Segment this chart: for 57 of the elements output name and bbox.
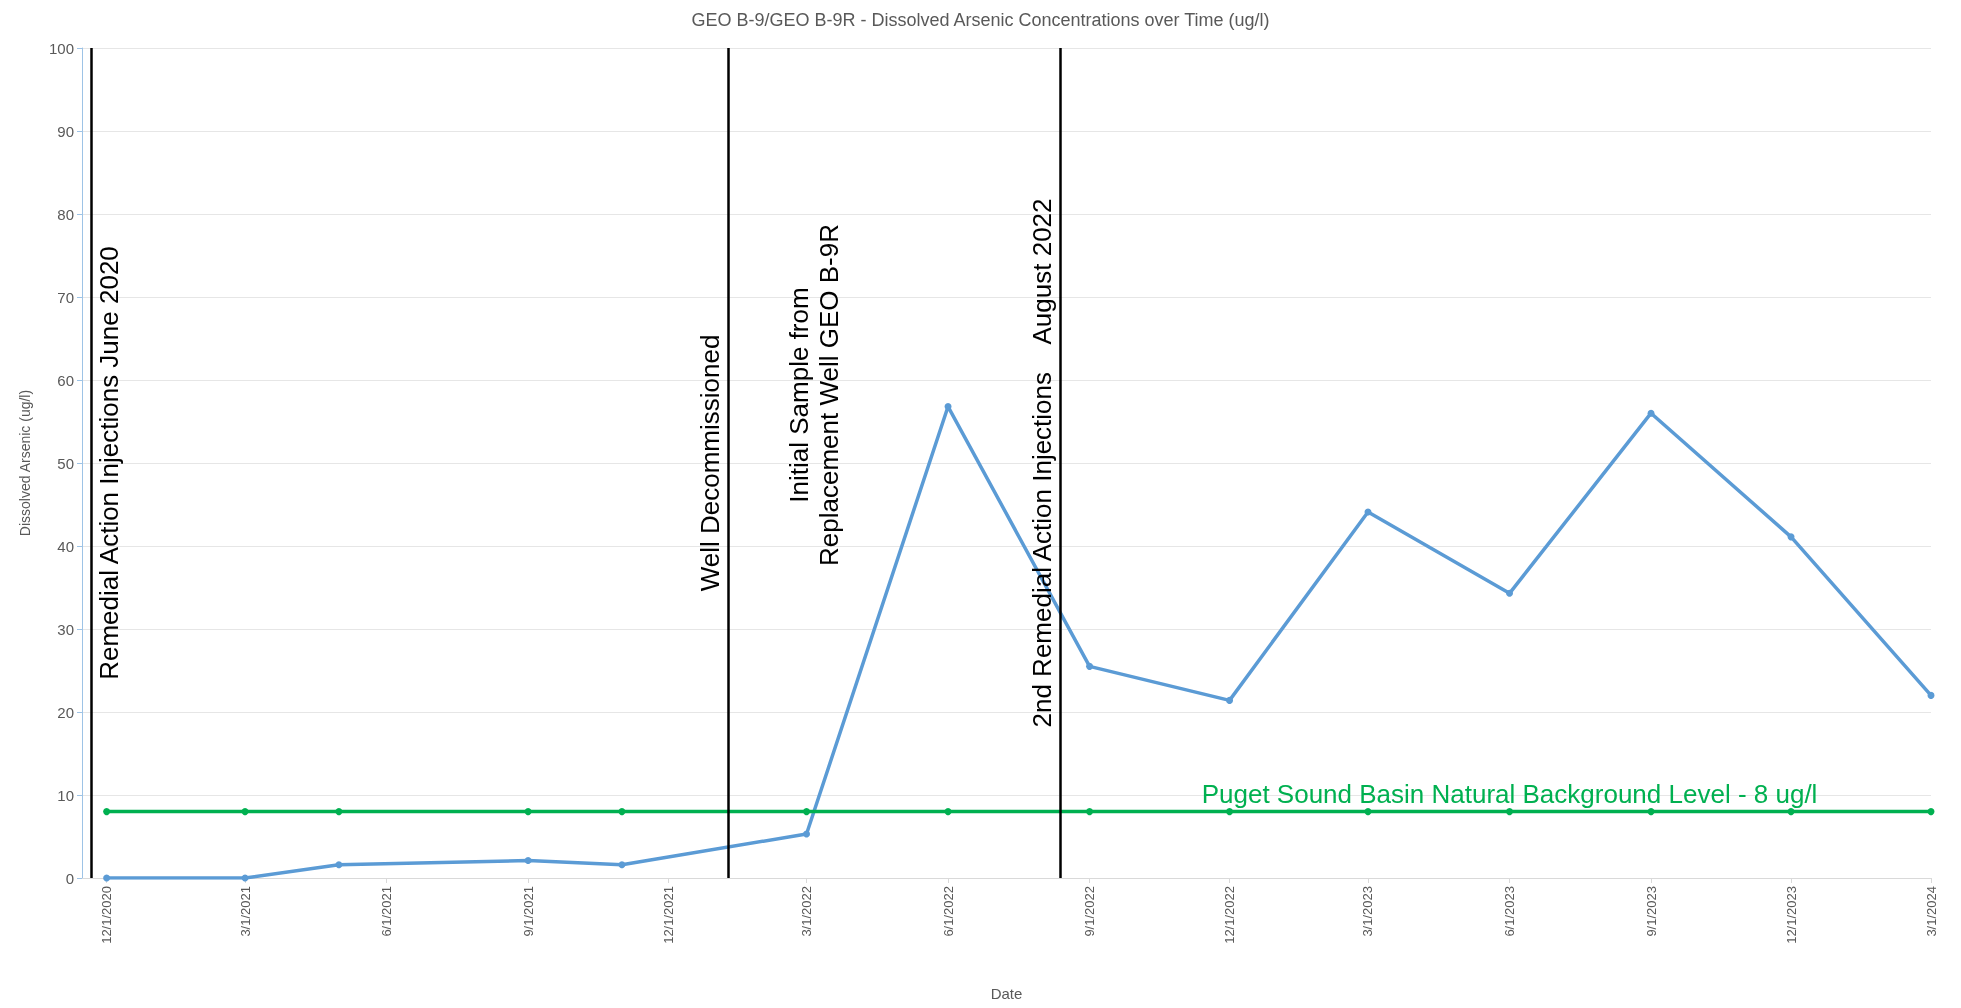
- point: [618, 861, 626, 869]
- point: [1927, 691, 1935, 699]
- x-tick-label: 12/1/2023: [1783, 886, 1799, 944]
- point: [1086, 662, 1094, 670]
- point: [1226, 808, 1234, 816]
- point: [335, 808, 343, 816]
- x-tick-label: 3/1/2022: [799, 886, 815, 937]
- point: [618, 808, 626, 816]
- y-tick-label: 80: [57, 205, 74, 223]
- point: [524, 808, 532, 816]
- point: [1927, 808, 1935, 816]
- point: [944, 808, 952, 816]
- x-tick-label: 6/1/2021: [379, 886, 395, 937]
- y-tick-label: 50: [57, 454, 74, 472]
- point: [1364, 808, 1372, 816]
- series-label: Puget Sound Basin Natural Background Level - 8 ug/l: [1201, 779, 1818, 810]
- y-tick-label: 30: [57, 620, 74, 638]
- point: [1226, 696, 1234, 704]
- x-tick-label: 3/1/2023: [1360, 886, 1376, 937]
- y-tick-label: 10: [57, 786, 74, 804]
- x-tick-label: 6/1/2023: [1502, 886, 1518, 937]
- point: [1086, 808, 1094, 816]
- point: [803, 808, 811, 816]
- point: [241, 808, 249, 816]
- point: [1787, 808, 1795, 816]
- point: [1647, 409, 1655, 417]
- point: [335, 861, 343, 869]
- x-tick-label: 3/1/2021: [237, 886, 253, 937]
- x-tick-label: 12/1/2022: [1222, 886, 1238, 944]
- point: [1506, 808, 1514, 816]
- point: [1647, 808, 1655, 816]
- point: [803, 830, 811, 838]
- point: [1506, 589, 1514, 597]
- point: [103, 874, 111, 882]
- y-tick-label: 100: [48, 39, 74, 57]
- chart-title: GEO B-9/GEO B-9R - Dissolved Arsenic Concentrations over Time (ug/l): [691, 10, 1270, 30]
- y-axis-title: Dissolved Arsenic (ug/l): [17, 389, 33, 537]
- y-tick-label: 40: [57, 537, 74, 555]
- x-tick-label: 9/1/2021: [520, 886, 536, 937]
- x-tick-label: 9/1/2022: [1082, 886, 1098, 937]
- y-tick-label: 0: [65, 869, 74, 887]
- x-tick-label: 3/1/2024: [1923, 886, 1939, 937]
- y-tick-label: 70: [57, 288, 74, 306]
- x-axis-title: Date: [990, 985, 1023, 1002]
- ref-line-label: 2nd Remedial Action Injections August 2022: [1027, 198, 1058, 728]
- point: [524, 857, 532, 865]
- x-tick-label: 12/1/2020: [99, 886, 115, 944]
- y-tick-label: 90: [57, 122, 74, 140]
- ref-line-label: Well Decommissioned: [695, 334, 726, 592]
- point: [103, 808, 111, 816]
- annotation: Initial Sample from Replacement Well GEO B-9R: [784, 224, 845, 566]
- x-tick-label: 9/1/2023: [1643, 886, 1659, 937]
- y-tick-label: 20: [57, 703, 74, 721]
- x-tick-label: 6/1/2022: [940, 886, 956, 937]
- y-tick-label: 60: [57, 371, 74, 389]
- x-tick-label: 12/1/2021: [660, 886, 676, 944]
- ref-line-label: Remedial Action Injections June 2020: [94, 246, 125, 680]
